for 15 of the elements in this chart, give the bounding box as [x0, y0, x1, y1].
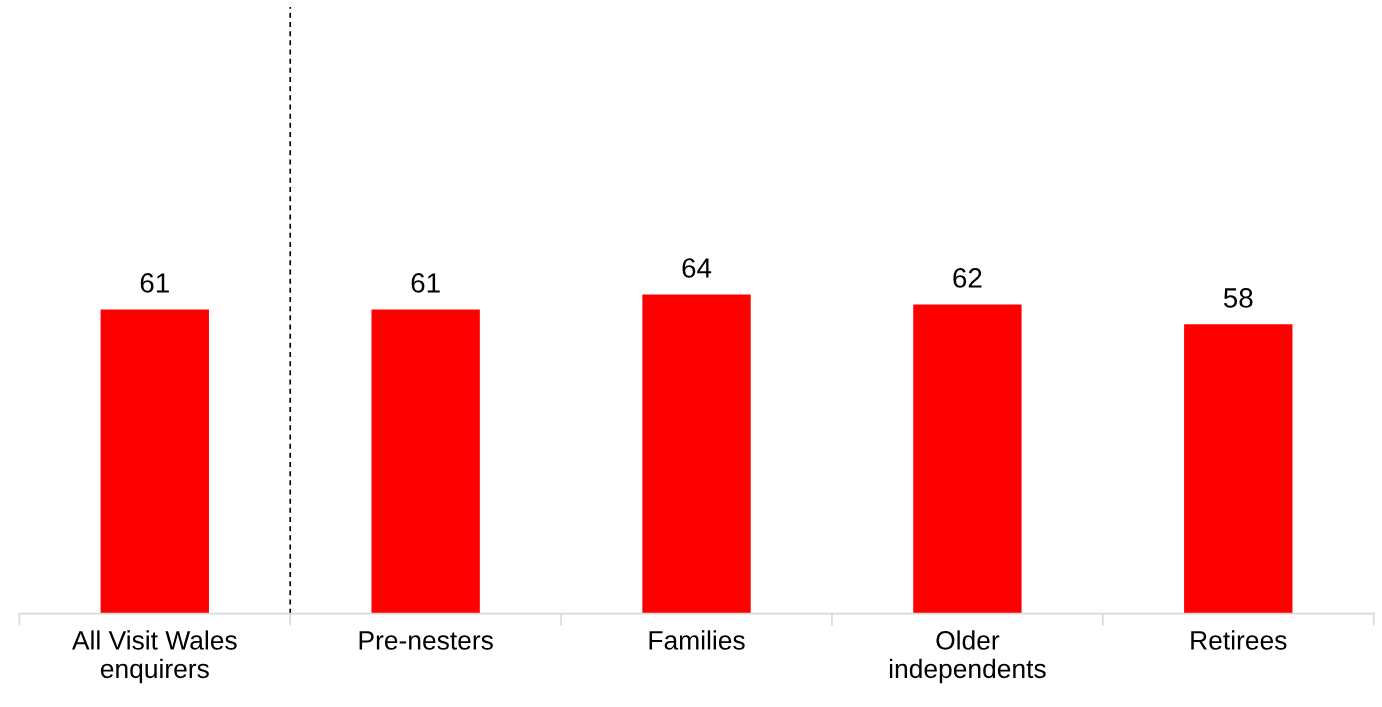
data-label: 64 [682, 258, 712, 278]
x-tick-label: Families [649, 630, 745, 650]
bar [642, 294, 751, 614]
bar [1184, 324, 1293, 614]
data-label: 61 [140, 273, 169, 293]
data-label: 62 [953, 268, 982, 288]
x-tick-label: Older independents [889, 630, 1046, 684]
x-tick-label: All Visit Wales enquirers [71, 630, 237, 684]
data-label: 61 [411, 273, 440, 293]
bar [913, 304, 1022, 614]
x-tick-label: Pre-nesters [359, 631, 493, 650]
data-label: 58 [1223, 288, 1253, 308]
bar [371, 309, 480, 614]
bar [100, 309, 209, 614]
x-tick-label: Retirees [1191, 630, 1287, 650]
